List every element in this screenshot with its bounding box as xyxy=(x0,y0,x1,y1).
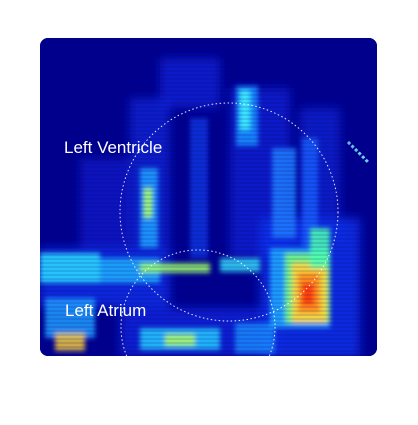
left-atrium-label: Left Atrium xyxy=(65,301,147,320)
left-ventricle-outline xyxy=(119,102,339,322)
echo-heatmap-card: Left Ventricle Left Atrium xyxy=(40,38,377,356)
doppler-heatmap xyxy=(40,38,377,356)
scanline-overlay xyxy=(40,38,377,356)
left-atrium-outline xyxy=(120,249,276,356)
left-ventricle-label: Left Ventricle xyxy=(64,138,163,157)
